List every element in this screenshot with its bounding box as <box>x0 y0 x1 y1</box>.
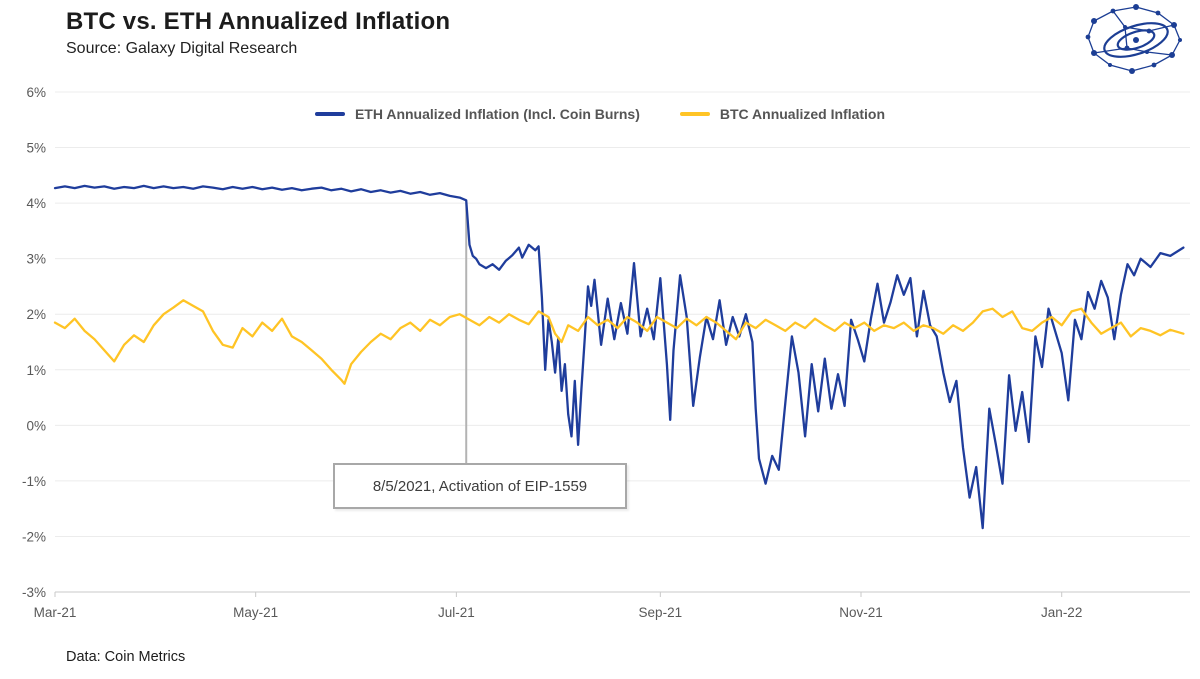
eip1559-annotation-box: 8/5/2021, Activation of EIP-1559 <box>333 463 627 509</box>
eip1559-annotation-label: 8/5/2021, Activation of EIP-1559 <box>372 477 588 495</box>
y-axis-label: 6% <box>26 85 46 100</box>
y-axis-label: -1% <box>22 474 46 489</box>
y-axis-label: -3% <box>22 585 46 600</box>
series-line-eth <box>53 184 1185 530</box>
x-axis-label: Sep-21 <box>639 605 683 620</box>
y-axis-label: -2% <box>22 529 46 544</box>
x-axis-label: Jul-21 <box>438 605 475 620</box>
y-axis-label: 5% <box>26 141 46 156</box>
eth-line-swatch-icon <box>314 112 345 116</box>
page-title: BTC vs. ETH Annualized Inflation <box>66 8 451 35</box>
chart-source: Source: Galaxy Digital Research <box>66 40 298 57</box>
x-axis-label: Mar-21 <box>34 605 77 620</box>
y-axis-label: 1% <box>26 363 46 378</box>
x-axis-label: Jan-22 <box>1041 605 1082 620</box>
y-axis-label: 3% <box>26 252 46 267</box>
galaxy-digital-logo-icon <box>1085 4 1182 74</box>
legend-item-btc: BTC Annualized Inflation <box>679 106 886 122</box>
y-axis-label: 0% <box>26 418 46 433</box>
series-line-btc <box>53 299 1185 385</box>
btc-line-swatch-icon <box>679 112 710 116</box>
data-source-note: Data: Coin Metrics <box>66 649 186 665</box>
y-axis-label: 4% <box>26 196 46 211</box>
legend-label-btc: BTC Annualized Inflation <box>719 106 886 122</box>
x-axis-label: May-21 <box>233 605 278 620</box>
x-axis-label: Nov-21 <box>839 605 883 620</box>
chart-legend: ETH Annualized Inflation (Incl. Coin Bur… <box>0 106 1200 122</box>
legend-label-eth: ETH Annualized Inflation (Incl. Coin Bur… <box>354 106 640 122</box>
legend-item-eth: ETH Annualized Inflation (Incl. Coin Bur… <box>314 106 640 122</box>
y-axis-label: 2% <box>26 307 46 322</box>
